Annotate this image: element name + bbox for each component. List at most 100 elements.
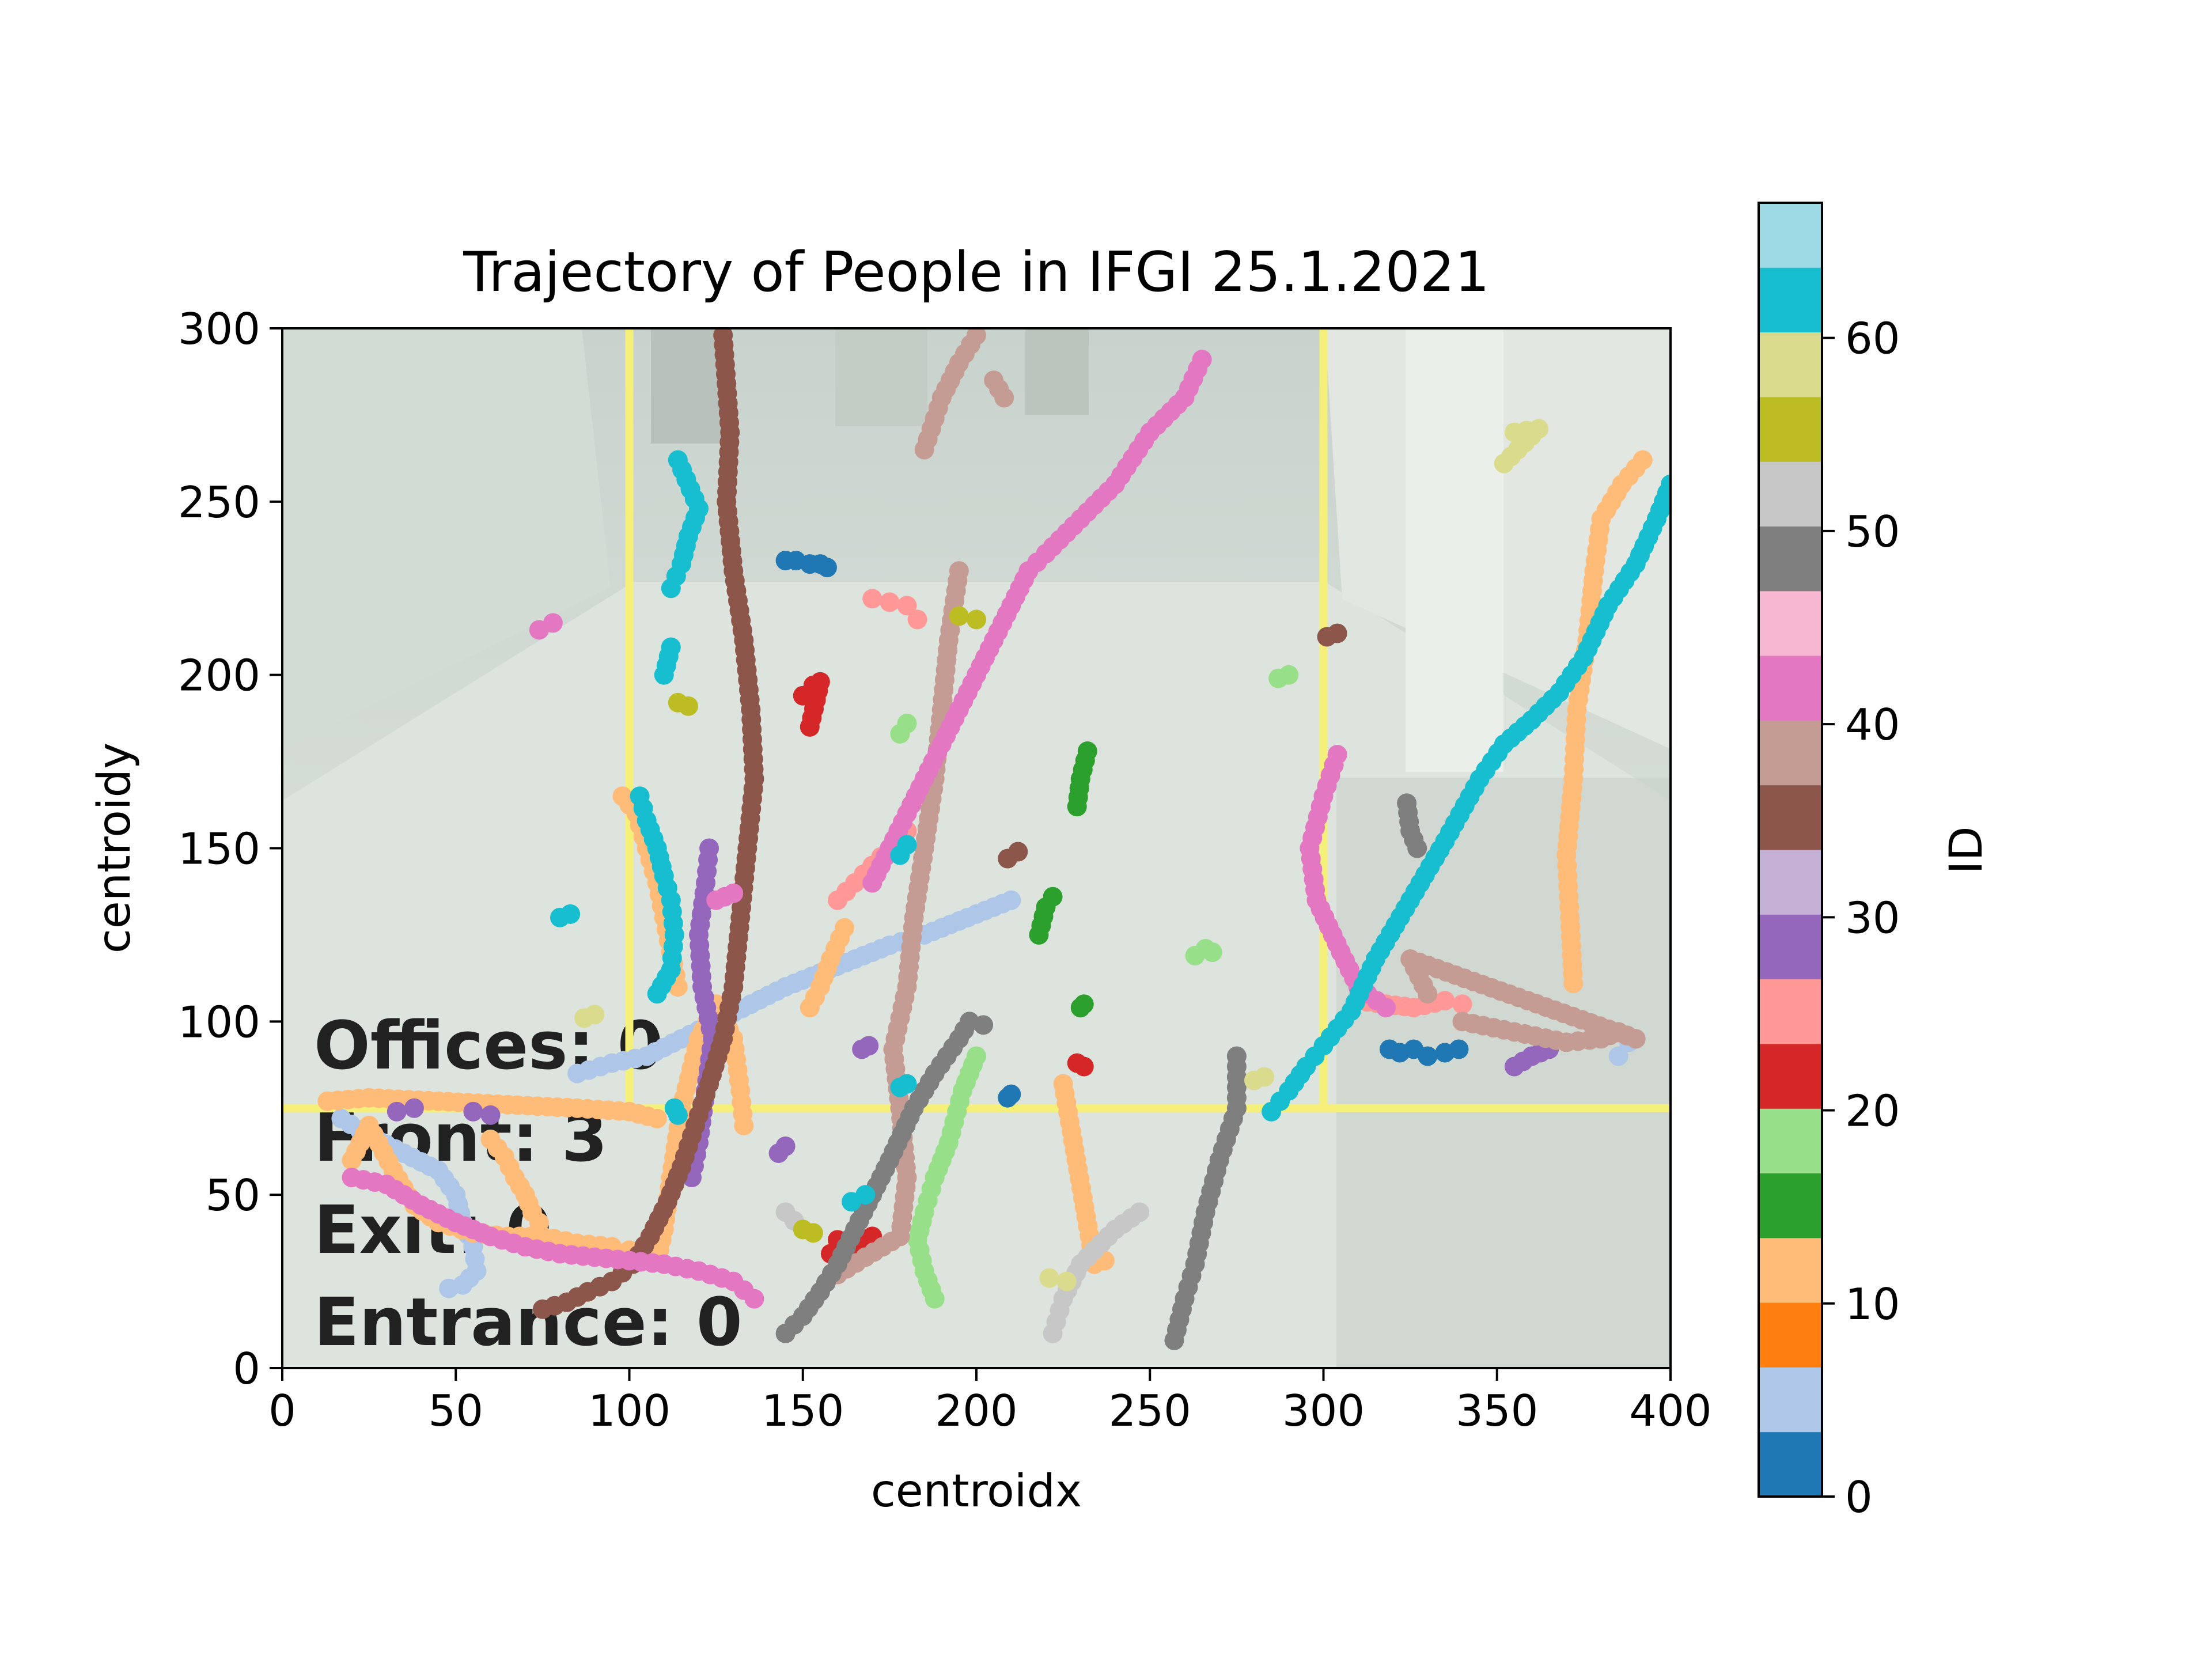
x-tick-label: 300: [1282, 1385, 1365, 1436]
trajectory-id-63: [1262, 474, 1671, 1122]
trajectory-point: [1279, 665, 1299, 685]
colorbar-segment: [1759, 267, 1822, 333]
trajectory-id-37: [914, 328, 986, 460]
trajectory-point: [897, 713, 917, 733]
trajectory-point: [560, 904, 581, 924]
colorbar-segment: [1759, 1108, 1822, 1173]
trajectory-point: [668, 1105, 688, 1125]
trajectory-id-28: [387, 1098, 424, 1122]
left-wall: [282, 328, 611, 749]
trajectory-id-58: [1244, 1067, 1275, 1090]
trajectory-id-41: [529, 613, 563, 640]
trajectory-point: [907, 609, 927, 630]
overlay-line-1: Offices: 0: [314, 1007, 664, 1085]
trajectory-point: [1074, 994, 1094, 1014]
colorbar-segment: [1759, 526, 1822, 592]
back-door-center: [835, 328, 927, 426]
colorbar-segment: [1759, 1043, 1822, 1109]
trajectory-id-61: [890, 1074, 917, 1097]
trajectory-id-43: [342, 1168, 764, 1309]
trajectory-point: [744, 1289, 764, 1309]
colorbar-segment: [1759, 720, 1822, 786]
trajectory-id-18: [907, 1046, 986, 1309]
trajectory-id-41: [862, 350, 1212, 893]
trajectory-id-63: [630, 786, 684, 1004]
trajectory-id-15: [1067, 741, 1097, 817]
y-axis-label: centroidy: [89, 743, 141, 953]
trajectory-point: [897, 1074, 917, 1094]
trajectory-id-0: [998, 1084, 1021, 1108]
trajectory-point: [647, 1108, 667, 1128]
trajectory-point: [800, 717, 820, 737]
right-pillar: [1406, 328, 1503, 772]
trajectory-point: [1202, 942, 1222, 962]
trajectory-id-0: [775, 551, 837, 578]
trajectory-id-37: [1400, 949, 1646, 1052]
colorbar-segment: [1759, 461, 1822, 527]
trajectory-point: [859, 1036, 879, 1056]
colorbar-frame: [1758, 202, 1823, 1498]
x-tick-label: 350: [1456, 1385, 1538, 1436]
trajectory-id-58: [1494, 419, 1549, 474]
trajectory-point: [974, 1015, 994, 1035]
colorbar-segment: [1759, 1431, 1822, 1497]
colorbar-segment: [1759, 1367, 1822, 1433]
trajectory-id-28: [463, 1101, 501, 1125]
trajectory-point: [1661, 474, 1671, 494]
trajectory-point: [1001, 890, 1021, 910]
trajectory-point: [949, 606, 969, 626]
colorbar-segment: [1759, 203, 1822, 268]
back-door-right: [1025, 328, 1089, 415]
trajectory-id-21: [1067, 1053, 1094, 1077]
trajectory-point: [387, 1101, 407, 1122]
trajectory-point: [734, 1115, 754, 1135]
colorbar-segment: [1759, 914, 1822, 980]
colorbar-segment: [1759, 1173, 1822, 1238]
trajectory-id-54: [949, 606, 986, 630]
colorbar-segment: [1759, 1237, 1822, 1303]
trajectory-id-21: [793, 672, 830, 737]
trajectory-point: [817, 558, 837, 578]
trajectory-id-61: [842, 1185, 876, 1212]
trajectory-point: [480, 1105, 501, 1125]
plot-area: Offices: 0 Front: 3 Exit: 0 Entrance: 0: [282, 328, 1671, 1368]
trajectory-point: [1192, 350, 1212, 370]
trajectory-id-58: [574, 1005, 605, 1028]
trajectory-point: [1001, 1084, 1021, 1104]
trajectory-point: [404, 1098, 424, 1118]
trajectory-point: [1633, 450, 1653, 470]
colorbar-segment: [1759, 656, 1822, 721]
trajectory-point: [1418, 984, 1438, 1004]
x-tick-label: 150: [762, 1385, 844, 1436]
trajectory-point: [463, 1101, 483, 1122]
y-tick-label: 50: [206, 1170, 260, 1221]
trajectory-point: [1418, 1046, 1438, 1066]
trajectory-id-48: [1397, 793, 1427, 858]
trajectory-point: [1376, 998, 1396, 1018]
trajectory-point: [800, 998, 820, 1018]
y-tick-label: 200: [178, 650, 260, 701]
trajectory-id-48: [775, 1012, 994, 1343]
trajectory-points: [317, 328, 1671, 1350]
overlay-line-4: Entrance: 0: [314, 1284, 743, 1361]
x-axis: 0 50 100 150 200 250 300 350 400: [268, 1368, 1712, 1436]
trajectory-id-25: [862, 589, 927, 630]
trajectory-point: [1608, 1046, 1628, 1066]
trajectory-point: [585, 1005, 605, 1025]
trajectory-point: [775, 1136, 796, 1156]
trajectory-point: [803, 1223, 823, 1243]
x-tick-label: 250: [1109, 1385, 1191, 1436]
y-tick-label: 300: [178, 304, 260, 354]
trajectory-id-63: [661, 450, 709, 599]
trajectory-point: [1407, 838, 1427, 858]
trajectory-point: [1077, 741, 1097, 762]
trajectory-point: [994, 388, 1014, 408]
trajectory-point: [1074, 1056, 1094, 1077]
colorbar-segment: [1759, 850, 1822, 915]
y-axis: 0 50 100 150 200 250 300: [178, 304, 282, 1394]
trajectory-id-15: [1029, 887, 1063, 945]
trajectory-point: [967, 328, 986, 346]
trajectory-point: [1008, 842, 1028, 862]
y-tick-label: 250: [178, 477, 260, 528]
